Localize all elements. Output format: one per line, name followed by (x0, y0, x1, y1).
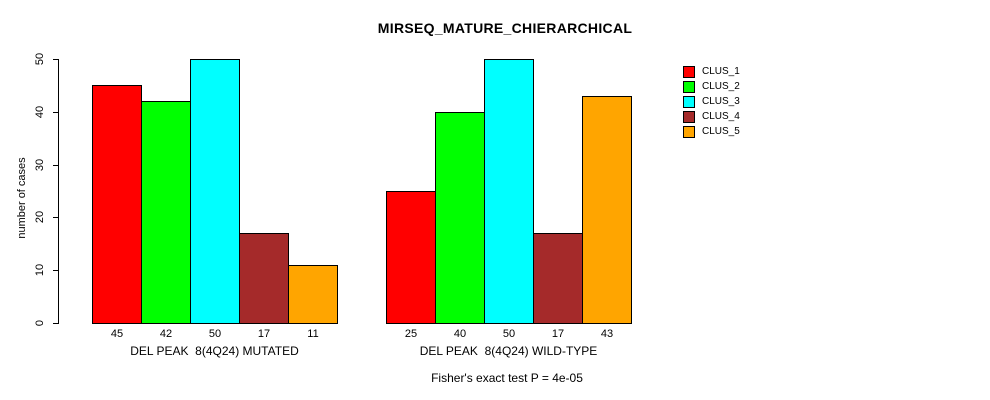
legend-label: CLUS_2 (702, 81, 740, 92)
bar-clus_5-group2 (582, 96, 632, 324)
legend-row-clus_3: CLUS_3 (683, 94, 740, 109)
legend-swatch-icon (683, 125, 695, 138)
y-tick-mark (53, 270, 58, 271)
bar-clus_1-group1 (92, 85, 142, 324)
y-tick-label: 20 (34, 210, 46, 224)
group-label: DEL PEAK 8(4Q24) WILD-TYPE (419, 344, 598, 358)
legend-label: CLUS_4 (702, 111, 740, 122)
group-label: DEL PEAK 8(4Q24) MUTATED (130, 344, 299, 358)
bar-clus_3-group1 (190, 59, 240, 324)
y-axis-title: number of cases (16, 157, 28, 239)
bar-value-label: 50 (502, 328, 516, 340)
legend-row-clus_2: CLUS_2 (683, 79, 740, 94)
bar-value-label: 17 (257, 328, 271, 340)
legend-row-clus_4: CLUS_4 (683, 109, 740, 124)
bar-value-label: 25 (404, 328, 418, 340)
y-tick-mark (53, 165, 58, 166)
y-tick-mark (53, 217, 58, 218)
y-tick-label: 0 (34, 319, 46, 327)
y-tick-label: 30 (34, 158, 46, 172)
bar-clus_2-group2 (435, 112, 485, 324)
legend-row-clus_5: CLUS_5 (683, 124, 740, 139)
bar-clus_4-group1 (239, 233, 289, 324)
legend-swatch-icon (683, 65, 695, 78)
bar-value-label: 17 (551, 328, 565, 340)
legend-swatch-icon (683, 80, 695, 93)
legend-swatch-icon (683, 110, 695, 123)
chart-title: MIRSEQ_MATURE_CHIERARCHICAL (377, 20, 633, 36)
bar-clus_1-group2 (386, 191, 436, 324)
y-axis-line (58, 59, 59, 324)
bar-clus_4-group2 (533, 233, 583, 324)
bar-value-label: 50 (208, 328, 222, 340)
legend-label: CLUS_1 (702, 66, 740, 77)
legend-label: CLUS_3 (702, 96, 740, 107)
y-tick-mark (53, 59, 58, 60)
y-tick-mark (53, 112, 58, 113)
y-tick-mark (53, 323, 58, 324)
y-tick-label: 40 (34, 105, 46, 119)
legend-row-clus_1: CLUS_1 (683, 64, 740, 79)
fisher-test-annotation: Fisher's exact test P = 4e-05 (431, 371, 583, 385)
bar-value-label: 11 (307, 328, 319, 340)
legend-swatch-icon (683, 95, 695, 108)
bar-clus_3-group2 (484, 59, 534, 324)
bar-value-label: 40 (453, 328, 467, 340)
bar-value-label: 42 (159, 328, 173, 340)
legend-label: CLUS_5 (702, 126, 740, 137)
bar-clus_2-group1 (141, 101, 191, 324)
y-tick-label: 50 (34, 52, 46, 66)
bar-value-label: 45 (110, 328, 124, 340)
y-tick-label: 10 (34, 263, 46, 277)
bar-value-label: 43 (600, 328, 614, 340)
legend: CLUS_1 CLUS_2 CLUS_3 CLUS_4 CLUS_5 (683, 64, 740, 139)
bar-clus_5-group1 (288, 265, 338, 324)
